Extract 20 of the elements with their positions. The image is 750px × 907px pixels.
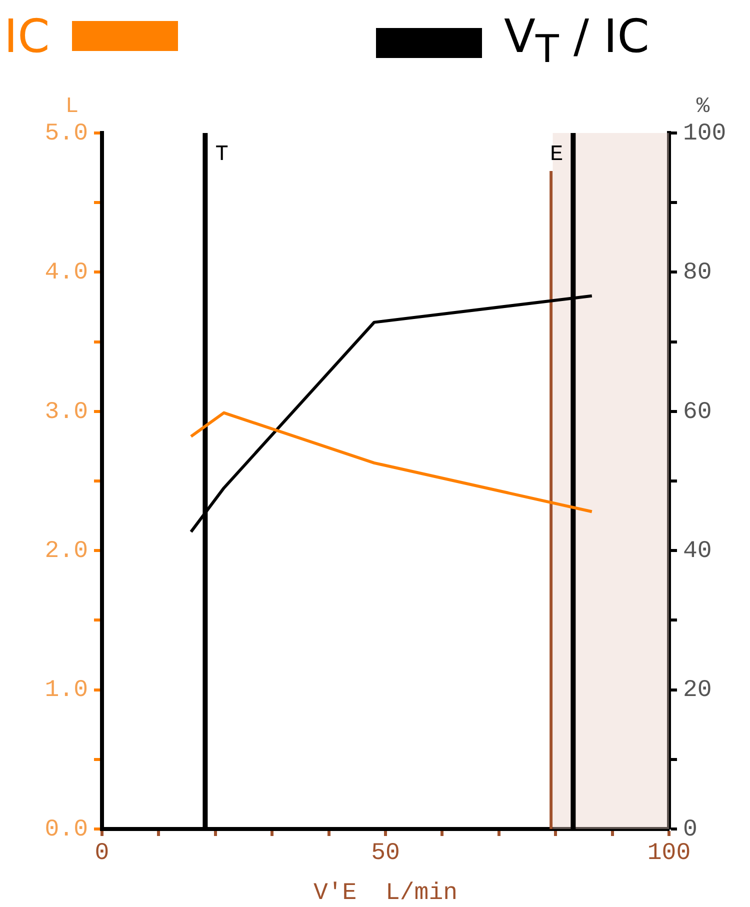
y-tick-label: 4.0 bbox=[44, 260, 88, 287]
text: IC bbox=[4, 8, 50, 64]
y-tick-label: 2.0 bbox=[44, 538, 88, 565]
y2-tick-label: 100 bbox=[683, 120, 726, 148]
y2-axis-title: % bbox=[696, 94, 710, 119]
ref-line-label: T bbox=[215, 142, 228, 167]
x-axis-title: V'E L/min bbox=[313, 880, 458, 907]
legend-label: V$_{T}$ / IC bbox=[504, 8, 650, 74]
x-tick-label: 0 bbox=[94, 840, 110, 867]
y2-tick-label: 80 bbox=[683, 260, 712, 287]
y2-tick-label: 60 bbox=[683, 398, 712, 426]
y-tick-label: 5.0 bbox=[44, 120, 88, 148]
y-tick-label: 0.0 bbox=[44, 816, 88, 844]
x-tick-label: 50 bbox=[371, 840, 400, 867]
y-tick-label: 1.0 bbox=[44, 677, 88, 704]
y-tick-label: 3.0 bbox=[44, 398, 88, 426]
ref-line-label: E bbox=[550, 142, 564, 167]
y2-tick-label: 40 bbox=[683, 538, 712, 565]
y-axis-title: L bbox=[65, 94, 79, 119]
y2-tick-label: 20 bbox=[683, 677, 712, 704]
